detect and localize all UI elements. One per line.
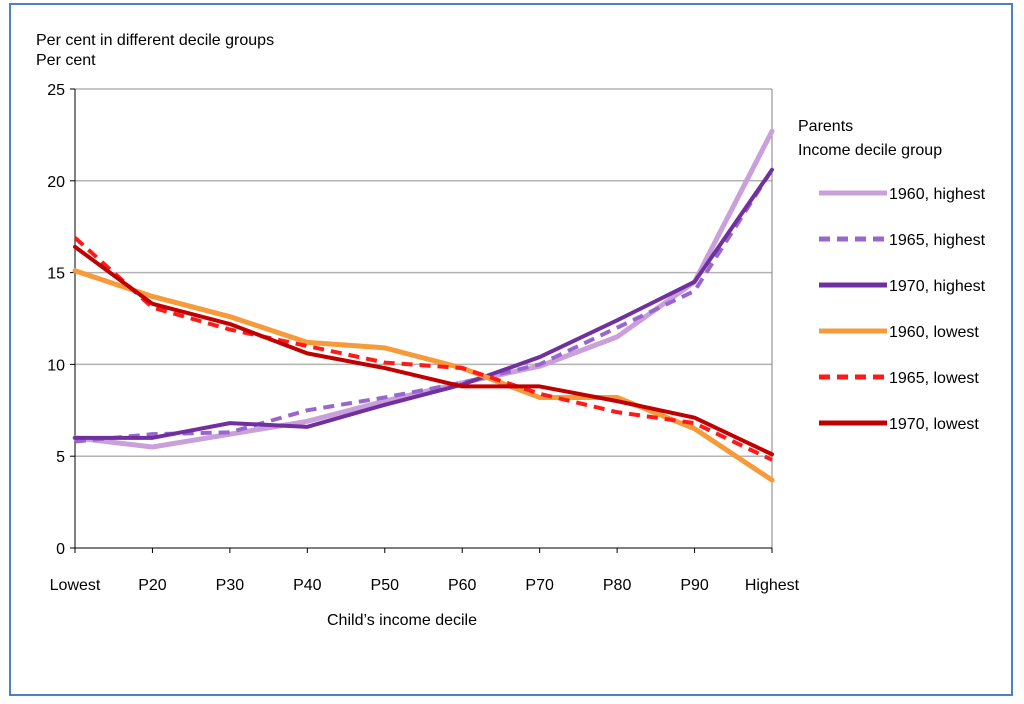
- legend-label-1960-highest: 1960, highest: [889, 186, 986, 203]
- x-tick-label-p70: P70: [525, 577, 554, 594]
- x-tick-label-highest: Highest: [745, 577, 800, 594]
- y-axis-title: Per cent: [36, 52, 96, 69]
- series-line-1965-highest: [74, 168, 774, 444]
- legend-items: 1960, highest 1965, highest 1970, highest 1…: [819, 186, 986, 433]
- x-tick-labels: Lowest P20 P30 P40 P50 P60 P70 P80 P90 Highest: [50, 577, 800, 594]
- y-tick-label-15: 15: [47, 266, 65, 283]
- legend-title-line1: Parents: [798, 118, 853, 135]
- y-tick-labels: 0 5 10 15 20 25: [47, 82, 65, 558]
- legend-label-1970-lowest: 1970, lowest: [889, 416, 979, 433]
- series-line-1970-highest: [73, 167, 774, 440]
- x-tick-label-p50: P50: [371, 577, 400, 594]
- x-tick-label-p60: P60: [448, 577, 477, 594]
- legend-label-1970-highest: 1970, highest: [889, 278, 986, 295]
- series-line-1960-highest: [72, 128, 775, 450]
- x-tick-label-lowest: Lowest: [50, 577, 101, 594]
- x-tick-label-p20: P20: [138, 577, 167, 594]
- x-tick-label-p90: P90: [680, 577, 709, 594]
- y-tick-label-10: 10: [47, 357, 65, 374]
- gridlines: [75, 88, 772, 457]
- x-axis-title: Child’s income decile: [327, 612, 477, 629]
- series-line-1965-lowest: [73, 236, 773, 462]
- y-tick-label-25: 25: [47, 82, 65, 99]
- series-line-1970-lowest: [73, 244, 774, 457]
- legend-label-1965-lowest: 1965, lowest: [889, 370, 979, 387]
- series-line-1960-lowest: [72, 268, 775, 483]
- legend-title-line2: Income decile group: [798, 142, 942, 159]
- y-tick-label-5: 5: [56, 449, 65, 466]
- legend: Parents Income decile group 1960, highes…: [798, 118, 986, 433]
- y-tick-label-20: 20: [47, 174, 65, 191]
- legend-label-1965-highest: 1965, highest: [889, 232, 986, 249]
- y-tick-label-0: 0: [56, 541, 65, 558]
- axes: [70, 88, 773, 553]
- chart-title: Per cent in different decile groups: [36, 32, 274, 49]
- legend-label-1960-lowest: 1960, lowest: [889, 324, 979, 341]
- chart-canvas: Per cent in different decile groups Per …: [36, 32, 986, 629]
- x-tick-label-p40: P40: [293, 577, 322, 594]
- x-tick-label-p30: P30: [216, 577, 245, 594]
- series-lines: [72, 128, 775, 483]
- x-tick-label-p80: P80: [603, 577, 632, 594]
- chart-frame: Per cent in different decile groups Per …: [9, 3, 1013, 696]
